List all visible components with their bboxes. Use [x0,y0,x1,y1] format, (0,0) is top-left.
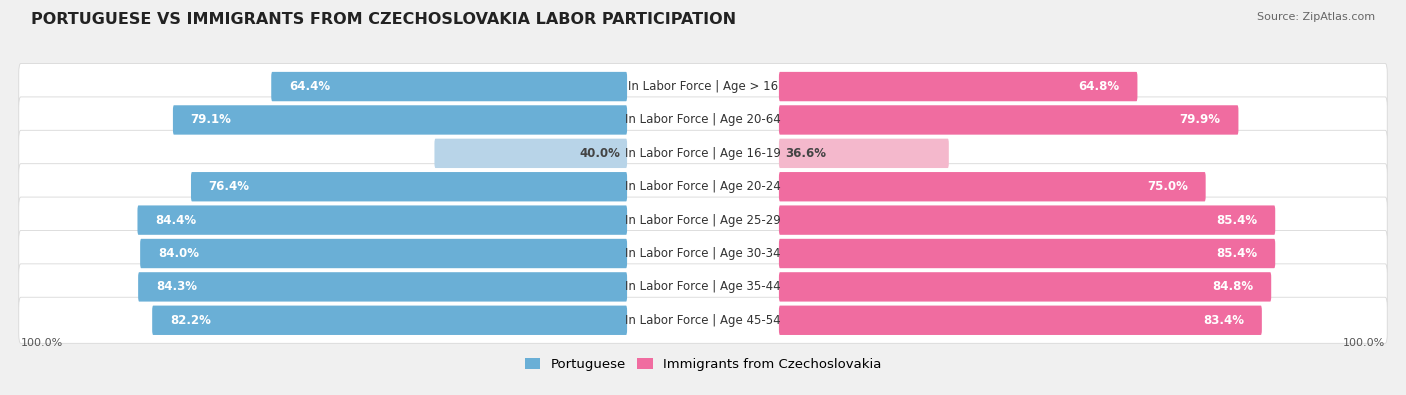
Text: 64.4%: 64.4% [290,80,330,93]
FancyBboxPatch shape [18,130,1388,177]
FancyBboxPatch shape [779,72,1137,101]
FancyBboxPatch shape [18,230,1388,276]
Text: 83.4%: 83.4% [1204,314,1244,327]
FancyBboxPatch shape [18,64,1388,109]
FancyBboxPatch shape [779,272,1271,302]
Text: 82.2%: 82.2% [170,314,211,327]
Legend: Portuguese, Immigrants from Czechoslovakia: Portuguese, Immigrants from Czechoslovak… [519,353,887,376]
Text: 76.4%: 76.4% [208,180,250,193]
Text: In Labor Force | Age > 16: In Labor Force | Age > 16 [628,80,778,93]
Text: 79.9%: 79.9% [1180,113,1220,126]
Text: 100.0%: 100.0% [1343,338,1385,348]
Text: Source: ZipAtlas.com: Source: ZipAtlas.com [1257,12,1375,22]
Text: In Labor Force | Age 45-54: In Labor Force | Age 45-54 [626,314,780,327]
Text: In Labor Force | Age 20-24: In Labor Force | Age 20-24 [626,180,780,193]
FancyBboxPatch shape [18,197,1388,243]
FancyBboxPatch shape [152,306,627,335]
Text: In Labor Force | Age 30-34: In Labor Force | Age 30-34 [626,247,780,260]
Text: In Labor Force | Age 25-29: In Labor Force | Age 25-29 [626,214,780,227]
Text: PORTUGUESE VS IMMIGRANTS FROM CZECHOSLOVAKIA LABOR PARTICIPATION: PORTUGUESE VS IMMIGRANTS FROM CZECHOSLOV… [31,12,737,27]
FancyBboxPatch shape [779,306,1261,335]
Text: 100.0%: 100.0% [21,338,63,348]
FancyBboxPatch shape [18,97,1388,143]
FancyBboxPatch shape [18,264,1388,310]
Text: 84.3%: 84.3% [156,280,197,293]
Text: 84.8%: 84.8% [1212,280,1254,293]
FancyBboxPatch shape [779,172,1206,201]
FancyBboxPatch shape [138,272,627,302]
FancyBboxPatch shape [18,297,1388,343]
FancyBboxPatch shape [141,239,627,268]
FancyBboxPatch shape [191,172,627,201]
Text: 40.0%: 40.0% [579,147,620,160]
Text: In Labor Force | Age 35-44: In Labor Force | Age 35-44 [626,280,780,293]
Text: 85.4%: 85.4% [1216,214,1257,227]
Text: 79.1%: 79.1% [191,113,232,126]
Text: 84.0%: 84.0% [157,247,198,260]
Text: 84.4%: 84.4% [155,214,197,227]
FancyBboxPatch shape [173,105,627,135]
FancyBboxPatch shape [779,105,1239,135]
FancyBboxPatch shape [434,139,627,168]
FancyBboxPatch shape [18,164,1388,210]
Text: In Labor Force | Age 16-19: In Labor Force | Age 16-19 [626,147,780,160]
FancyBboxPatch shape [779,139,949,168]
Text: 85.4%: 85.4% [1216,247,1257,260]
Text: In Labor Force | Age 20-64: In Labor Force | Age 20-64 [626,113,780,126]
FancyBboxPatch shape [779,239,1275,268]
FancyBboxPatch shape [779,205,1275,235]
Text: 36.6%: 36.6% [786,147,827,160]
FancyBboxPatch shape [271,72,627,101]
Text: 64.8%: 64.8% [1078,80,1119,93]
FancyBboxPatch shape [138,205,627,235]
Text: 75.0%: 75.0% [1147,180,1188,193]
